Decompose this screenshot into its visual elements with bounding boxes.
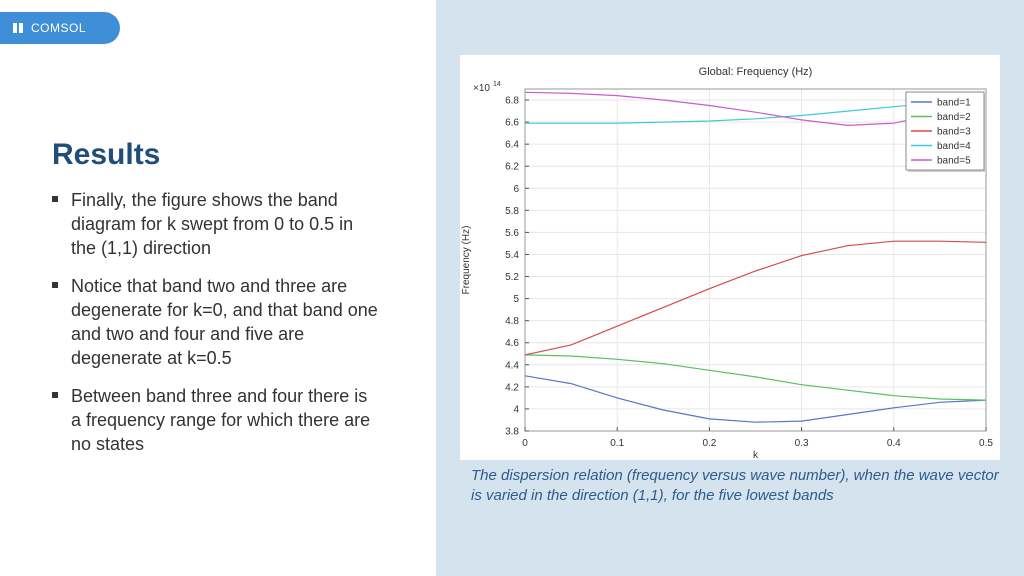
bullet-list: Finally, the figure shows the band diagr… — [52, 188, 382, 470]
series-line-band=1 — [524, 375, 987, 423]
y-tick-label: 5 — [513, 294, 519, 305]
legend-label: band=5 — [937, 156, 971, 167]
y-axis-label: Frequency (Hz) — [461, 226, 472, 295]
x-axis-label: k — [753, 450, 759, 460]
logo-text: COMSOL — [31, 21, 87, 35]
y-exponent: 14 — [493, 81, 501, 88]
slide-title: Results — [52, 138, 161, 171]
y-tick-label: 6.6 — [505, 118, 519, 129]
bullet-text: Finally, the figure shows the band diagr… — [71, 190, 354, 258]
bullet-text: Notice that band two and three are degen… — [71, 276, 378, 368]
y-tick-label: 4 — [513, 404, 519, 415]
legend-label: band=1 — [937, 98, 971, 109]
figure-caption: The dispersion relation (frequency versu… — [471, 467, 999, 504]
y-tick-label: 6.2 — [505, 162, 519, 173]
x-tick-label: 0.5 — [979, 438, 993, 449]
y-tick-label: 5.4 — [505, 250, 519, 261]
y-tick-label: 5.8 — [505, 206, 519, 217]
bullet-item: Finally, the figure shows the band diagr… — [52, 188, 382, 260]
x-tick-label: 0.4 — [887, 438, 901, 449]
bullet-marker-icon — [52, 282, 58, 288]
x-tick-label: 0.2 — [702, 438, 716, 449]
chart-title: Global: Frequency (Hz) — [699, 66, 813, 78]
y-tick-label: 6.8 — [505, 96, 519, 107]
x-tick-label: 0 — [522, 438, 528, 449]
y-multiplier: ×10 — [473, 83, 490, 94]
y-tick-label: 3.8 — [505, 427, 519, 438]
y-tick-label: 4.4 — [505, 360, 519, 371]
y-tick-label: 4.8 — [505, 316, 519, 327]
bullet-marker-icon — [52, 392, 58, 398]
y-tick-label: 4.2 — [505, 382, 519, 393]
x-tick-label: 0.1 — [610, 438, 624, 449]
x-tick-label: 0.3 — [795, 438, 809, 449]
bullet-marker-icon — [52, 196, 58, 202]
legend-label: band=2 — [937, 112, 971, 123]
y-tick-label: 6 — [513, 184, 519, 195]
band-diagram-chart: 0 0.1 0.2 0.3 0.4 0.5 3.8 4 4.2 4.4 4.6 4.8 5 5.2 5.4 5… — [461, 66, 993, 461]
bullet-item: Notice that band two and three are degen… — [52, 274, 382, 370]
legend-label: band=3 — [937, 127, 971, 138]
bullet-text: Between band three and four there is a f… — [71, 386, 371, 454]
y-tick-label: 5.2 — [505, 272, 519, 283]
y-tick-label: 4.6 — [505, 338, 519, 349]
series-line-band=3 — [524, 240, 987, 356]
bullet-item: Between band three and four there is a f… — [52, 384, 382, 456]
y-tick-label: 5.6 — [505, 228, 519, 239]
comsol-logo: COMSOL — [0, 12, 120, 44]
series-line-band=2 — [524, 354, 987, 401]
comsol-logo-icon — [13, 23, 27, 33]
y-tick-label: 6.4 — [505, 140, 519, 151]
legend-label: band=4 — [937, 141, 971, 152]
plot-frame — [524, 88, 987, 432]
chart-card: 0 0.1 0.2 0.3 0.4 0.5 3.8 4 4.2 4.4 4.6 4.8 5 5.2 5.4 5… — [460, 55, 1000, 461]
